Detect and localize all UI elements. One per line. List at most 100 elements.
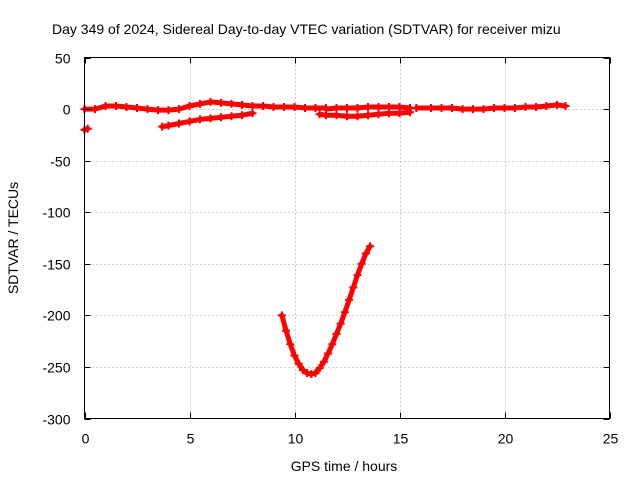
data-point (185, 117, 194, 126)
data-point (277, 311, 286, 320)
data-point (185, 102, 194, 110)
data-point (164, 121, 173, 130)
x-tick-label: 20 (498, 431, 514, 447)
data-point (269, 103, 278, 111)
data-point (353, 271, 362, 280)
data-point (248, 102, 257, 110)
data-point (553, 100, 561, 109)
data-point (290, 351, 299, 360)
y-tick-label: -100 (42, 205, 70, 221)
data-point (427, 104, 435, 112)
data-point (532, 103, 540, 111)
data-point (248, 109, 257, 118)
data-point (332, 104, 341, 112)
data-point (154, 106, 162, 115)
series-arc-3 (315, 108, 414, 121)
data-point (311, 104, 320, 112)
data-point (511, 104, 519, 112)
data-point (217, 98, 225, 107)
data-point (458, 105, 467, 114)
series-arc-4 (322, 103, 414, 114)
data-point (412, 104, 421, 112)
y-tick-label: -200 (42, 308, 70, 324)
data-series (80, 97, 570, 379)
data-point (112, 102, 120, 110)
data-point (315, 110, 324, 119)
series-trace (159, 110, 255, 130)
data-point (122, 103, 131, 111)
data-point (357, 259, 366, 268)
y-ticks: 50 0 -50 -100 -150 -200 -250 -300 (42, 51, 610, 428)
x-tick-label: 10 (288, 431, 304, 447)
data-point (143, 105, 152, 114)
data-point (217, 113, 225, 122)
data-point (448, 104, 456, 112)
y-tick-label: -300 (42, 412, 70, 428)
data-point (361, 249, 370, 258)
data-point (164, 106, 173, 115)
data-point (324, 349, 333, 358)
plot-frame (84, 57, 610, 419)
data-point (290, 103, 299, 111)
y-tick-label: 0 (63, 102, 71, 118)
series-arc-5 (412, 100, 570, 114)
data-point (286, 340, 295, 349)
x-axis-title: GPS time / hours (291, 458, 398, 474)
data-point (175, 105, 183, 114)
data-point (479, 105, 488, 114)
chart-title: Day 349 of 2024, Sidereal Day-to-day VTE… (52, 21, 561, 37)
x-tick-label: 25 (603, 431, 619, 447)
data-point (328, 340, 337, 349)
data-point (332, 111, 341, 120)
data-point (282, 326, 291, 335)
data-point (227, 112, 236, 121)
data-point (336, 319, 345, 328)
series-trace (279, 243, 373, 377)
data-point (340, 308, 349, 317)
data-point (206, 97, 215, 106)
data-point (238, 100, 246, 109)
x-tick-label: 0 (82, 431, 90, 447)
data-point (364, 103, 372, 111)
data-point (301, 104, 309, 112)
data-point (366, 242, 375, 251)
data-point (175, 119, 183, 128)
data-point (364, 111, 372, 120)
data-point (521, 103, 530, 111)
series-trace (82, 99, 329, 113)
data-point (298, 366, 307, 374)
data-point (196, 99, 204, 108)
data-point (322, 105, 330, 114)
data-point (91, 105, 99, 114)
data-point (238, 111, 246, 120)
data-point (227, 99, 236, 108)
data-point (374, 110, 383, 119)
data-point (101, 102, 110, 110)
data-point (345, 295, 354, 304)
data-point (133, 104, 141, 112)
y-tick-label: -150 (42, 257, 70, 273)
data-point (500, 104, 509, 112)
series-arc-0 (80, 124, 92, 134)
y-axis-title: SDTVAR / TECUs (5, 182, 21, 294)
series-trace (317, 109, 413, 119)
data-point (542, 102, 551, 110)
data-point (196, 115, 204, 124)
x-tick-label: 5 (187, 431, 195, 447)
data-point (206, 114, 215, 123)
data-point (374, 103, 383, 111)
data-point (561, 102, 570, 110)
data-point (332, 329, 341, 338)
data-point (353, 104, 362, 112)
data-point (294, 359, 303, 368)
data-point (349, 283, 358, 292)
data-point (385, 103, 393, 111)
data-point (311, 369, 320, 378)
data-point (353, 112, 362, 121)
y-tick-label: 50 (55, 51, 71, 67)
x-ticks: 0 5 10 15 20 25 (82, 57, 619, 447)
series-arc-2 (158, 109, 257, 131)
x-tick-label: 15 (393, 431, 409, 447)
data-point (315, 364, 324, 372)
